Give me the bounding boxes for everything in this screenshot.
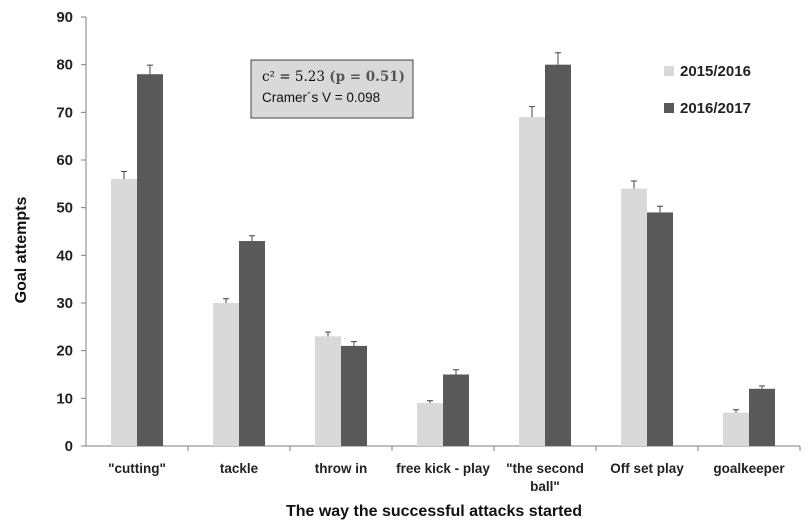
legend-swatch xyxy=(664,103,674,113)
bar xyxy=(723,412,749,446)
x-tick-label: free kick - play xyxy=(396,461,490,476)
y-tick-label: 30 xyxy=(56,295,73,312)
legend-label: 2016/2017 xyxy=(680,100,751,117)
x-tick-labels: "cutting" tackle throw in free kick - play "… xyxy=(108,461,785,494)
y-tick-label: 20 xyxy=(56,343,73,360)
legend: 2015/2016 2016/2017 xyxy=(664,63,751,117)
axes xyxy=(81,16,801,451)
chi-square-text: c² = 5.23 (p = 0.51) xyxy=(262,69,405,85)
y-tick-label: 10 xyxy=(56,390,73,407)
x-tick-label-line: free kick - play xyxy=(396,461,490,476)
bar xyxy=(111,179,137,447)
x-tick-label-line: "the second xyxy=(506,461,584,476)
x-tick-label: "the second ball" xyxy=(506,461,584,494)
y-tick-label: 70 xyxy=(56,104,73,121)
bar xyxy=(239,241,265,446)
bars xyxy=(111,52,775,447)
cramers-v-text: Cramer´s V = 0.098 xyxy=(262,90,380,105)
y-tick-label: 40 xyxy=(56,247,73,264)
stats-annotation: c² = 5.23 (p = 0.51) Cramer´s V = 0.098 xyxy=(250,59,414,119)
y-tick-label: 50 xyxy=(56,200,73,217)
y-tick-labels: 0 10 20 30 40 50 60 70 80 90 xyxy=(56,9,73,455)
legend-swatch xyxy=(664,66,674,76)
y-tick-label: 60 xyxy=(56,152,73,169)
legend-label: 2015/2016 xyxy=(680,63,751,80)
x-tick-label-line: tackle xyxy=(220,461,259,476)
chi-square-value: c² = 5.23 xyxy=(262,69,329,85)
x-tick-label-line: Off set play xyxy=(610,461,684,476)
bar xyxy=(315,336,341,446)
y-tick-label: 90 xyxy=(56,9,73,26)
x-tick-label: Off set play xyxy=(610,461,684,476)
bar xyxy=(443,374,469,446)
y-axis-title: Goal attempts xyxy=(13,197,30,304)
x-tick-label-line: goalkeeper xyxy=(713,461,785,476)
x-axis-title: The way the successful attacks started xyxy=(286,503,582,520)
bar xyxy=(621,188,647,446)
bar xyxy=(341,345,367,446)
y-tick-label: 0 xyxy=(65,438,73,455)
x-tick-label: goalkeeper xyxy=(713,461,785,476)
bar xyxy=(647,212,673,446)
x-tick-label: "cutting" xyxy=(108,461,166,476)
y-tick-label: 80 xyxy=(56,57,73,74)
x-tick-label-line: throw in xyxy=(315,461,368,476)
bar xyxy=(545,64,571,447)
bar xyxy=(519,117,545,446)
x-tick-label-line: "cutting" xyxy=(108,461,166,476)
bar xyxy=(213,303,239,446)
stats-annotation-box xyxy=(250,59,414,119)
x-tick-label-line: ball" xyxy=(530,479,560,494)
x-tick-label: throw in xyxy=(315,461,368,476)
bar xyxy=(417,403,443,446)
bar xyxy=(137,74,163,446)
bar xyxy=(749,388,775,446)
p-value: (p = 0.51) xyxy=(329,69,405,85)
x-tick-label: tackle xyxy=(220,461,259,476)
